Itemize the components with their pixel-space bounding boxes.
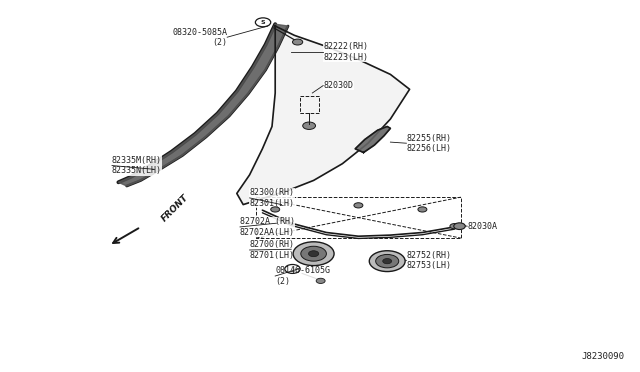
Text: 82030D: 82030D <box>323 81 353 90</box>
Circle shape <box>376 254 399 268</box>
Polygon shape <box>118 24 288 186</box>
Text: J8230090: J8230090 <box>581 352 624 361</box>
Text: 82255(RH)
82256(LH): 82255(RH) 82256(LH) <box>406 134 451 153</box>
Circle shape <box>301 246 326 261</box>
Circle shape <box>369 251 405 272</box>
Text: 82030A: 82030A <box>467 222 497 231</box>
Circle shape <box>383 259 392 264</box>
Circle shape <box>418 207 427 212</box>
Text: 08146-6105G
(2): 08146-6105G (2) <box>275 266 330 286</box>
Text: 08320-5085A
(2): 08320-5085A (2) <box>172 28 227 47</box>
Circle shape <box>271 207 280 212</box>
Text: B: B <box>290 266 295 272</box>
Circle shape <box>303 122 316 129</box>
Text: 82300(RH)
82301(LH): 82300(RH) 82301(LH) <box>250 188 294 208</box>
Text: S: S <box>260 20 266 25</box>
Circle shape <box>454 223 465 230</box>
Polygon shape <box>355 126 390 153</box>
Polygon shape <box>237 26 410 205</box>
Circle shape <box>292 39 303 45</box>
Text: 82222(RH)
82223(LH): 82222(RH) 82223(LH) <box>323 42 368 62</box>
Text: 82702A (RH)
82702AA(LH): 82702A (RH) 82702AA(LH) <box>240 217 295 237</box>
Text: FRONT: FRONT <box>160 193 191 223</box>
Circle shape <box>450 224 459 229</box>
Text: 82700(RH)
82701(LH): 82700(RH) 82701(LH) <box>250 240 294 260</box>
Circle shape <box>308 251 319 257</box>
Circle shape <box>354 203 363 208</box>
Text: 82752(RH)
82753(LH): 82752(RH) 82753(LH) <box>406 251 451 270</box>
Text: 82335M(RH)
82335N(LH): 82335M(RH) 82335N(LH) <box>112 156 162 175</box>
Circle shape <box>316 278 325 283</box>
Circle shape <box>293 242 334 266</box>
